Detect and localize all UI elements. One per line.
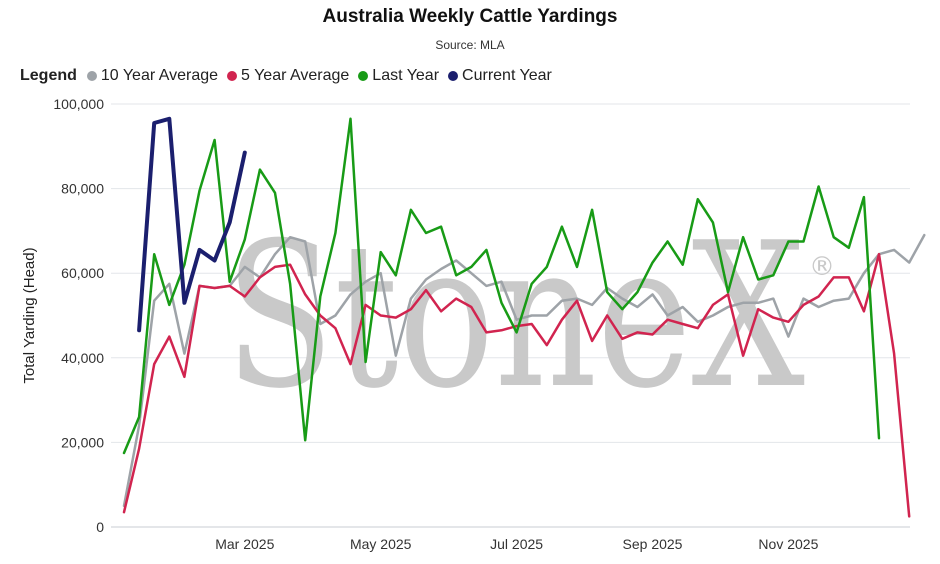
legend-item-last-year[interactable]: Last Year xyxy=(358,67,439,85)
legend-marker-5-year-average xyxy=(227,71,238,81)
legend-item-current-year[interactable]: Current Year xyxy=(448,67,552,85)
x-tick-label: Sep 2025 xyxy=(623,536,683,552)
y-tick-label: 20,000 xyxy=(61,434,104,450)
series-line-10-year-average xyxy=(122,233,926,508)
y-axis-title: Total Yarding (Head) xyxy=(21,247,38,383)
legend-label-10-year-average: 10 Year Average xyxy=(100,67,219,84)
chart-title: Australia Weekly Cattle Yardings xyxy=(322,6,618,27)
legend-title: Legend xyxy=(20,67,77,84)
legend-marker-10-year-average xyxy=(86,71,97,81)
legend-label-5-year-average: 5 Year Average xyxy=(241,67,350,84)
chart-subtitle: Source: MLA xyxy=(435,38,505,52)
x-tick-label: Mar 2025 xyxy=(215,536,274,552)
legend-label-current-year: Current Year xyxy=(462,67,552,84)
legend-marker-last-year xyxy=(358,71,369,81)
x-tick-label: Nov 2025 xyxy=(758,536,818,552)
series-line-current-year xyxy=(137,116,247,333)
y-tick-label: 80,000 xyxy=(61,181,104,197)
y-tick-label: 60,000 xyxy=(61,265,104,281)
y-tick-label: 40,000 xyxy=(61,350,104,366)
legend-marker-current-year xyxy=(448,71,459,81)
legend: Legend 10 Year Average 5 Year Average La… xyxy=(20,67,561,85)
x-tick-label: May 2025 xyxy=(350,536,412,552)
y-tick-label: 0 xyxy=(96,519,104,535)
series-line-5-year-average xyxy=(122,252,911,518)
legend-item-10-year-average[interactable]: 10 Year Average xyxy=(86,67,219,85)
x-tick-label: Jul 2025 xyxy=(490,536,543,552)
watermark-registered-mark: ® xyxy=(809,252,835,282)
series-line-last-year xyxy=(122,117,881,455)
legend-item-5-year-average[interactable]: 5 Year Average xyxy=(227,67,349,85)
y-tick-label: 100,000 xyxy=(53,96,104,112)
legend-label-last-year: Last Year xyxy=(372,67,440,84)
